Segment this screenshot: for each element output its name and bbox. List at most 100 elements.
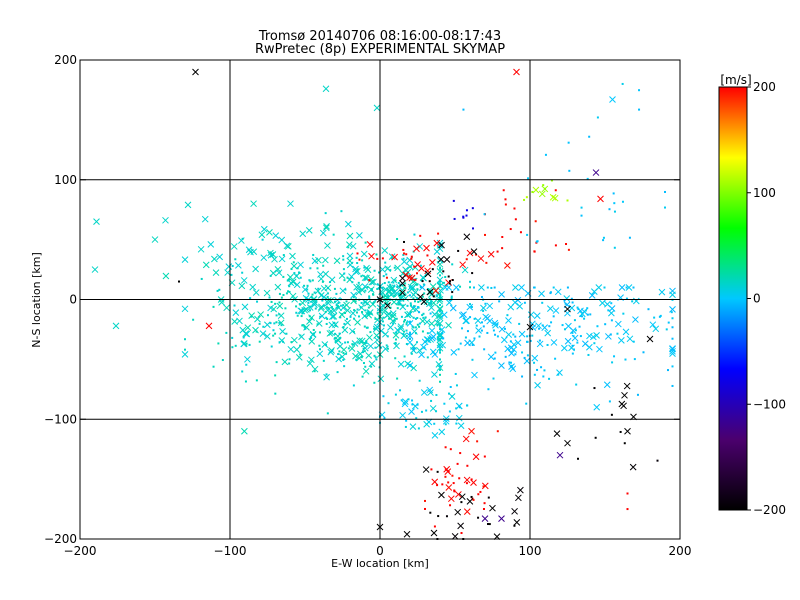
data-point-dot xyxy=(414,278,417,281)
data-point-dot xyxy=(492,377,495,380)
data-point-dot xyxy=(395,317,398,320)
data-point-dot xyxy=(596,325,599,328)
data-point-dot xyxy=(583,317,586,320)
data-point-dot xyxy=(377,336,380,339)
data-point-x xyxy=(487,250,495,258)
data-point-dot xyxy=(409,321,411,324)
data-point-x xyxy=(181,256,189,264)
data-point-dot xyxy=(561,324,564,327)
data-point-x xyxy=(468,427,475,435)
data-point-x xyxy=(278,236,286,244)
data-point-dot xyxy=(382,316,385,319)
data-point-x xyxy=(549,193,557,201)
data-point-dot xyxy=(282,275,285,278)
data-point-dot xyxy=(541,301,544,304)
data-point-dot xyxy=(367,310,370,313)
data-point-x xyxy=(318,303,325,311)
data-point-x xyxy=(394,264,401,272)
data-point-dot xyxy=(356,252,359,255)
data-point-dot xyxy=(411,399,414,402)
data-point-dot xyxy=(327,306,330,309)
data-point-x xyxy=(551,194,559,202)
data-point-dot xyxy=(581,315,584,318)
data-point-dot xyxy=(405,419,408,422)
data-point-dot xyxy=(200,277,203,280)
data-point-dot xyxy=(255,379,258,382)
data-point-dot xyxy=(272,329,275,332)
data-point-dot xyxy=(452,482,455,485)
data-point-dot xyxy=(418,325,421,328)
data-point-dot xyxy=(454,372,457,375)
data-point-x xyxy=(603,381,611,389)
data-point-x xyxy=(252,326,259,334)
data-point-dot xyxy=(392,319,395,322)
data-point-dot xyxy=(658,315,661,318)
data-point-x xyxy=(410,291,417,299)
data-point-dot xyxy=(421,295,424,298)
data-point-dot xyxy=(416,283,419,286)
data-point-dot xyxy=(318,331,321,334)
data-point-dot xyxy=(448,282,451,285)
data-point-dot xyxy=(589,313,592,316)
data-point-x xyxy=(486,302,494,310)
data-point-x xyxy=(414,261,421,268)
data-point-dot xyxy=(363,266,366,269)
data-point-dot xyxy=(284,307,287,310)
data-point-dot xyxy=(231,336,234,339)
data-point-dot xyxy=(613,355,616,358)
data-point-dot xyxy=(385,266,388,269)
data-point-x xyxy=(346,241,353,248)
data-point-dot xyxy=(184,348,186,351)
data-point-x xyxy=(284,243,292,250)
data-point-dot xyxy=(471,272,474,275)
data-point-x xyxy=(589,333,597,341)
data-point-dot xyxy=(274,374,277,377)
data-point-x xyxy=(192,68,199,76)
data-point-dot xyxy=(409,331,411,334)
data-point-dot xyxy=(410,352,413,355)
data-point-dot xyxy=(571,352,574,355)
data-point-dot xyxy=(670,311,673,314)
data-point-x xyxy=(368,360,376,368)
data-point-dot xyxy=(449,448,452,451)
data-point-x xyxy=(477,255,485,262)
data-point-x xyxy=(625,284,633,291)
data-point-x xyxy=(410,364,418,372)
data-point-dot xyxy=(338,350,341,353)
data-point-dot xyxy=(389,283,392,286)
data-point-dot xyxy=(361,259,364,262)
data-point-x xyxy=(596,345,603,353)
data-point-x xyxy=(392,331,400,339)
data-point-dot xyxy=(385,276,388,279)
data-point-dot xyxy=(374,317,377,320)
data-point-x xyxy=(162,216,169,224)
data-point-dot xyxy=(402,240,405,243)
data-point-dot xyxy=(415,417,418,420)
data-point-dot xyxy=(436,324,439,327)
data-point-dot xyxy=(563,299,566,302)
data-point-dot xyxy=(625,297,628,300)
data-point-dot xyxy=(671,384,674,387)
data-point-x xyxy=(445,299,453,306)
data-point-x xyxy=(406,320,414,327)
data-point-dot xyxy=(514,353,517,356)
data-point-dot xyxy=(508,361,511,364)
data-point-dot xyxy=(435,294,438,297)
data-point-x xyxy=(451,533,459,540)
data-point-dot xyxy=(389,306,392,309)
data-point-dot xyxy=(477,516,480,519)
data-point-x xyxy=(406,332,414,340)
data-point-x xyxy=(287,200,294,208)
data-point-x xyxy=(361,283,369,290)
data-point-x xyxy=(406,274,413,281)
data-point-dot xyxy=(282,293,285,296)
data-point-x xyxy=(368,252,375,260)
data-point-x xyxy=(546,305,554,313)
data-point-x xyxy=(235,262,242,269)
data-point-x xyxy=(241,427,248,435)
data-point-x xyxy=(367,342,374,350)
data-point-dot xyxy=(310,336,313,339)
data-point-dot xyxy=(394,279,397,282)
data-point-dot xyxy=(484,233,486,236)
